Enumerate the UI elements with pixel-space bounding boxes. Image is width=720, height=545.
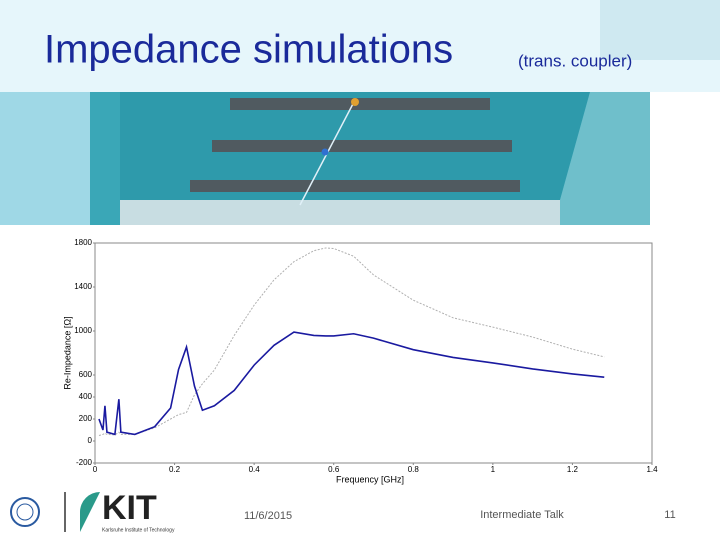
x-tick-label: 0.4 [249,465,261,474]
y-tick-label: 200 [79,414,93,423]
data-line [98,331,605,436]
y-tick-label: 0 [88,436,93,445]
render-image [0,0,720,225]
y-tick-label: 1000 [74,326,92,335]
y-tick-label: -200 [76,458,93,467]
x-tick-label: 0.6 [328,465,340,474]
x-tick-label: 0 [93,465,98,474]
logo-caption: Karlsruhe Institute of Technology [102,527,175,533]
x-tick-label: 0.2 [169,465,181,474]
data-line [98,247,605,436]
plot-frame [94,242,653,464]
y-tick-label: 1400 [74,282,92,291]
x-axis-label: Frequency [GHz] [336,474,404,484]
footer-date: 11/6/2015 [244,510,292,522]
x-tick-label: 0.8 [408,465,420,474]
y-tick-label: 600 [79,370,93,379]
y-tick-label: 1800 [74,238,92,247]
y-tick-label: 400 [79,392,93,401]
y-axis-label: Re-Impedance [Ω] [62,316,72,389]
x-tick-label: 1.2 [567,465,579,474]
page-number: 11 [664,509,675,521]
footer-logos [10,492,100,532]
slide-title: Impedance simulations [44,28,453,72]
slide-subtitle: (trans. coupler) [518,51,632,70]
x-tick-label: 1.4 [646,465,658,474]
logo-name: KIT [102,489,157,527]
footer-talk: Intermediate Talk [480,509,564,521]
x-tick-label: 1 [491,465,496,474]
